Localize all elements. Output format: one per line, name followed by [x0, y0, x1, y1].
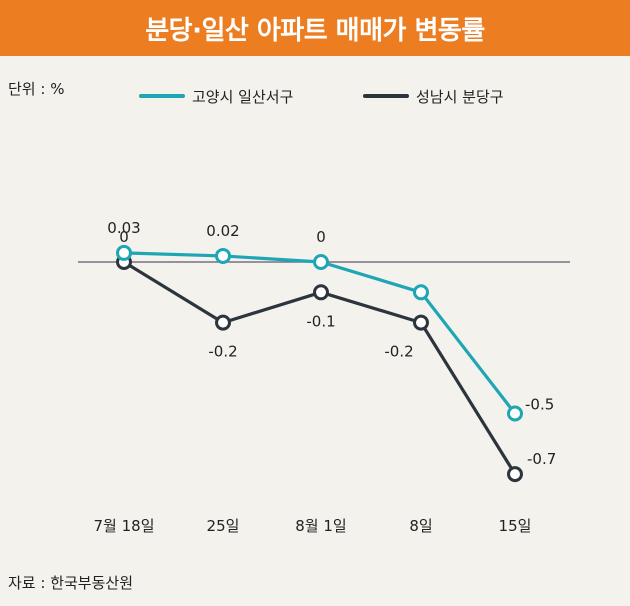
data-point-s1-5	[507, 405, 523, 422]
x-tick-label-1: 7월 18일	[94, 517, 155, 535]
data-label-s2-3: -0.1	[306, 312, 335, 330]
data-point-s2-2	[215, 314, 231, 331]
data-label-s1-2: 0.02	[206, 222, 239, 240]
data-label-s2-2: -0.2	[208, 343, 237, 361]
legend-label-2: 성남시 분당구	[416, 88, 504, 106]
legend-label-1: 고양시 일산서구	[192, 88, 293, 106]
x-tick-label-4: 8일	[409, 517, 432, 535]
data-label-s2-1: 0	[119, 228, 129, 246]
x-tick-label-5: 15일	[499, 517, 532, 535]
data-point-s2-5	[507, 466, 523, 483]
data-label-s2-5: -0.7	[527, 450, 556, 468]
series-layer	[116, 244, 523, 483]
data-point-s1-1	[116, 244, 132, 261]
data-label-s1-5: -0.5	[525, 396, 554, 414]
data-label-s1-3: 0	[316, 228, 326, 246]
data-point-s2-4	[413, 314, 429, 331]
data-point-s2-3	[313, 284, 329, 301]
data-point-s1-3	[313, 254, 329, 270]
source-note: 자료 : 한국부동산원	[8, 574, 133, 592]
x-tick-label-3: 8월 1일	[295, 517, 346, 535]
data-point-s1-2	[215, 247, 231, 264]
x-tick-label-2: 25일	[207, 517, 240, 535]
x-axis-ticks: 7월 18일 25일 8월 1일 8일 15일	[94, 517, 532, 535]
data-label-s2-4: -0.2	[384, 343, 413, 361]
legend: 고양시 일산서구 성남시 분당구	[139, 88, 504, 106]
title-bar: 분당·일산 아파트 매매가 변동률	[0, 0, 630, 56]
unit-label: 단위 : %	[8, 80, 65, 98]
series-line-1	[123, 251, 517, 415]
data-label-s1-1: 0.03	[107, 219, 140, 237]
data-label-layer: 0.03 0.02 0 -0.5 0 -0.2 -0.1 -0.2 -0.7	[107, 219, 556, 468]
data-point-s1-4	[413, 284, 429, 301]
chart-title: 분당·일산 아파트 매매가 변동률	[145, 15, 485, 46]
